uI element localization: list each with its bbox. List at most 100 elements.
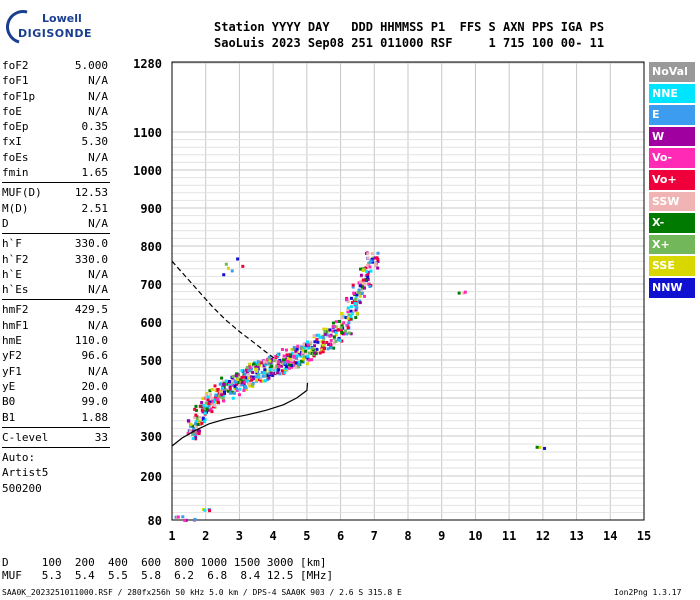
echo-mark bbox=[306, 354, 310, 358]
echo-mark bbox=[302, 355, 306, 359]
echo-mark bbox=[237, 393, 241, 397]
param-key: foEp bbox=[2, 120, 29, 134]
param-row-d: D N/A bbox=[2, 216, 110, 231]
echo-mark bbox=[277, 365, 281, 369]
echo-mark bbox=[292, 345, 296, 349]
echo-mark bbox=[325, 333, 329, 337]
echo-mark bbox=[302, 357, 306, 361]
echo-mark bbox=[195, 431, 199, 435]
x-tick-label: 9 bbox=[438, 529, 445, 543]
echo-mark bbox=[302, 342, 306, 346]
echo-mark bbox=[247, 376, 251, 380]
echo-mark bbox=[312, 354, 316, 358]
y-tick-label: 200 bbox=[140, 470, 162, 484]
echo-mark bbox=[231, 396, 235, 400]
y-tick-label: 1000 bbox=[133, 164, 162, 178]
echo-mark bbox=[359, 288, 363, 292]
echo-mark bbox=[192, 427, 196, 431]
echo-mark bbox=[287, 363, 291, 367]
param-key: C-level bbox=[2, 430, 49, 444]
echo-mark bbox=[332, 336, 336, 340]
echo-mark bbox=[374, 262, 378, 266]
echo-mark bbox=[283, 361, 287, 365]
echo-mark bbox=[232, 380, 236, 384]
param-value: 20.0 bbox=[81, 379, 109, 393]
legend-item-vo: Vo- bbox=[649, 148, 695, 168]
echo-mark bbox=[267, 376, 271, 380]
echo-mark bbox=[221, 386, 225, 390]
echo-mark bbox=[255, 378, 259, 382]
echo-mark bbox=[342, 315, 346, 319]
echo-mark bbox=[176, 515, 180, 519]
echo-mark bbox=[183, 518, 187, 522]
echo-mark bbox=[194, 413, 198, 417]
echo-mark bbox=[277, 360, 281, 364]
echo-mark bbox=[312, 334, 316, 338]
echo-mark bbox=[276, 353, 280, 357]
echo-mark bbox=[310, 348, 314, 352]
echo-mark bbox=[230, 379, 234, 383]
echo-mark bbox=[308, 342, 312, 346]
echo-mark bbox=[193, 416, 197, 420]
echo-mark bbox=[268, 366, 272, 370]
echo-mark bbox=[304, 349, 308, 353]
echo-mark bbox=[275, 365, 279, 369]
echo-mark bbox=[239, 378, 243, 382]
echo-mark bbox=[276, 363, 280, 367]
echo-mark bbox=[216, 400, 220, 404]
echo-mark bbox=[366, 275, 370, 279]
echo-mark bbox=[295, 347, 299, 351]
echo-mark bbox=[360, 292, 364, 296]
echo-mark bbox=[222, 380, 226, 384]
echo-mark bbox=[265, 372, 269, 376]
y-tick-label: 900 bbox=[140, 202, 162, 216]
echo-mark bbox=[361, 268, 365, 272]
echo-mark bbox=[317, 333, 321, 337]
echo-mark bbox=[351, 285, 355, 289]
echo-mark bbox=[288, 353, 292, 357]
echo-mark bbox=[245, 387, 249, 391]
param-value: N/A bbox=[88, 104, 108, 118]
echo-mark bbox=[290, 358, 294, 362]
echo-mark bbox=[326, 347, 330, 351]
echo-mark bbox=[353, 301, 357, 305]
echo-mark bbox=[247, 373, 251, 377]
divider bbox=[2, 299, 110, 301]
echo-mark bbox=[368, 260, 372, 264]
echo-mark bbox=[238, 383, 242, 387]
echo-mark bbox=[263, 379, 267, 383]
echo-mark bbox=[195, 415, 199, 419]
echo-mark bbox=[220, 376, 224, 380]
parameters-panel: foF2 5.000 foF1 N/A foF1p N/A foE N/A foEp 0.35 fx… bbox=[2, 58, 110, 496]
echo-mark bbox=[299, 354, 303, 358]
echo-mark bbox=[205, 407, 209, 411]
legend-item-noval: NoVal bbox=[649, 62, 695, 82]
echo-mark bbox=[205, 392, 209, 396]
echo-mark bbox=[214, 393, 218, 397]
echo-mark bbox=[237, 381, 241, 385]
echo-mark bbox=[335, 325, 339, 329]
echo-mark bbox=[321, 336, 325, 340]
echo-mark bbox=[260, 370, 264, 374]
echo-mark bbox=[345, 297, 349, 301]
param-row-b1: B1 1.88 bbox=[2, 410, 110, 425]
param-value: 12.53 bbox=[74, 186, 108, 200]
echo-mark bbox=[218, 390, 222, 394]
echo-mark bbox=[225, 383, 229, 387]
param-value: 429.5 bbox=[74, 303, 108, 317]
divider bbox=[2, 447, 110, 449]
echo-mark bbox=[297, 362, 301, 366]
echo-mark bbox=[306, 346, 310, 350]
echo-mark bbox=[294, 356, 298, 360]
echo-mark bbox=[307, 351, 311, 355]
echo-mark bbox=[261, 379, 265, 383]
divider bbox=[2, 182, 110, 184]
param-value: 0.35 bbox=[81, 120, 109, 134]
echo-mark bbox=[210, 396, 214, 400]
echo-mark bbox=[262, 371, 266, 375]
echo-mark bbox=[218, 395, 222, 399]
echo-mark bbox=[366, 273, 370, 277]
echo-mark bbox=[338, 338, 342, 342]
echo-mark bbox=[245, 368, 249, 372]
